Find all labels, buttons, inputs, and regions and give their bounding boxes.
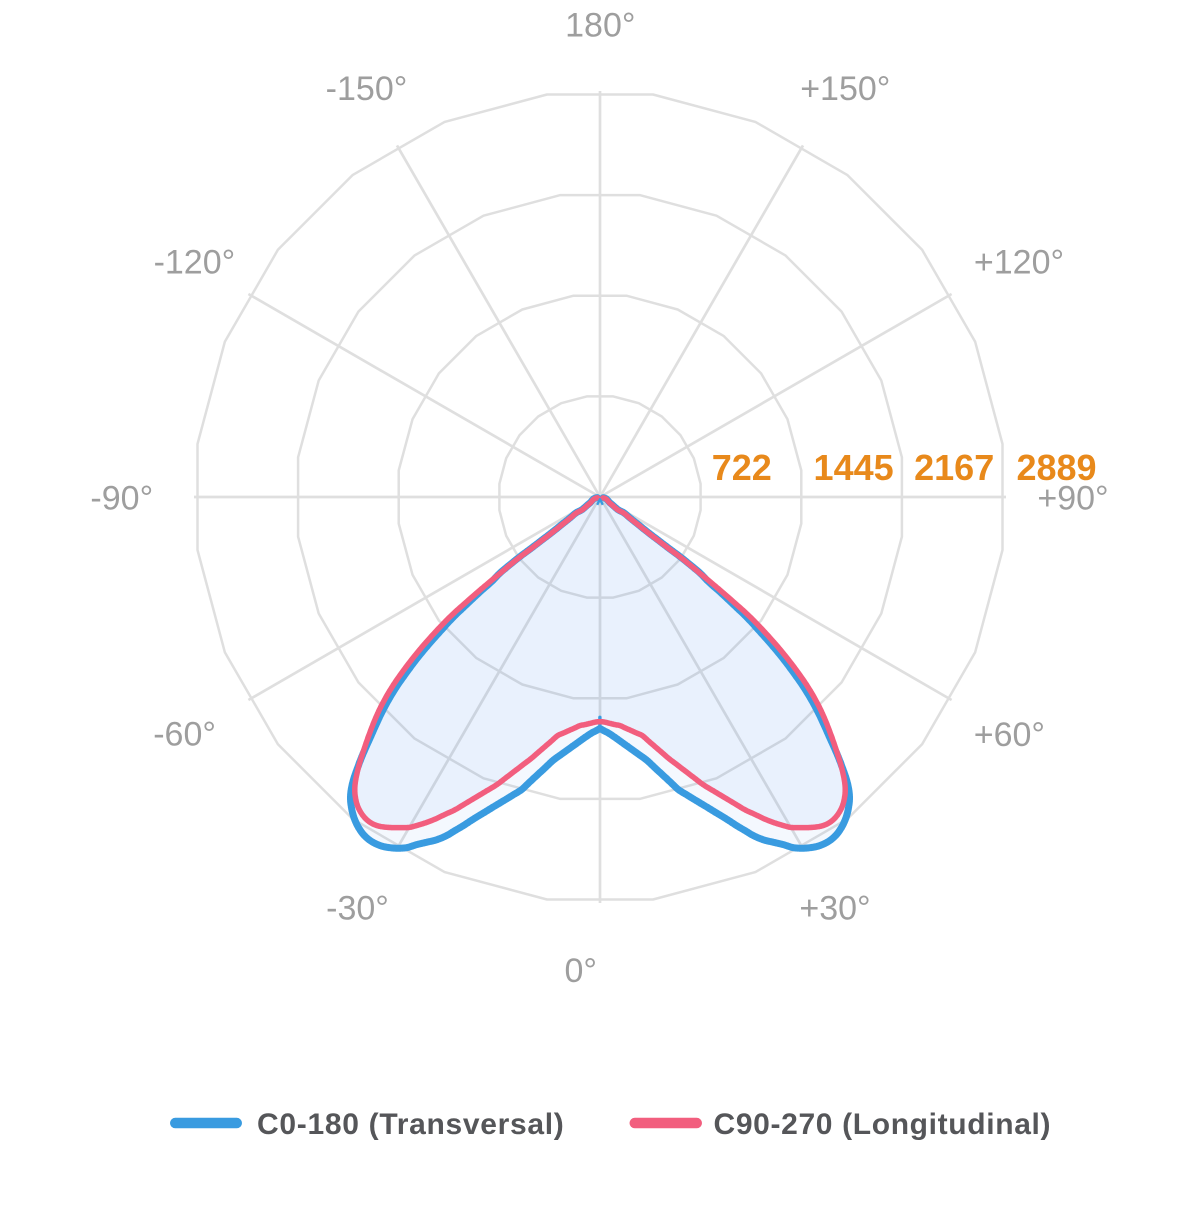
svg-text:+120°: +120° — [974, 244, 1064, 282]
svg-text:180°: 180° — [565, 7, 635, 45]
svg-text:-120°: -120° — [154, 244, 236, 282]
svg-text:C0-180 (Transversal): C0-180 (Transversal) — [257, 1108, 565, 1141]
svg-text:-30°: -30° — [326, 890, 389, 928]
svg-text:-150°: -150° — [326, 70, 408, 108]
svg-text:-60°: -60° — [153, 716, 216, 754]
svg-text:+60°: +60° — [974, 716, 1045, 754]
svg-text:722: 722 — [712, 447, 772, 488]
svg-text:2167: 2167 — [914, 447, 994, 488]
svg-text:+150°: +150° — [800, 70, 890, 108]
svg-text:C90-270 (Longitudinal): C90-270 (Longitudinal) — [714, 1108, 1052, 1141]
svg-text:-90°: -90° — [90, 480, 153, 518]
svg-text:+90°: +90° — [1037, 480, 1108, 518]
svg-text:+30°: +30° — [799, 890, 870, 928]
svg-text:2889: 2889 — [1016, 447, 1096, 488]
svg-text:1445: 1445 — [814, 447, 894, 488]
svg-text:0°: 0° — [564, 952, 597, 990]
